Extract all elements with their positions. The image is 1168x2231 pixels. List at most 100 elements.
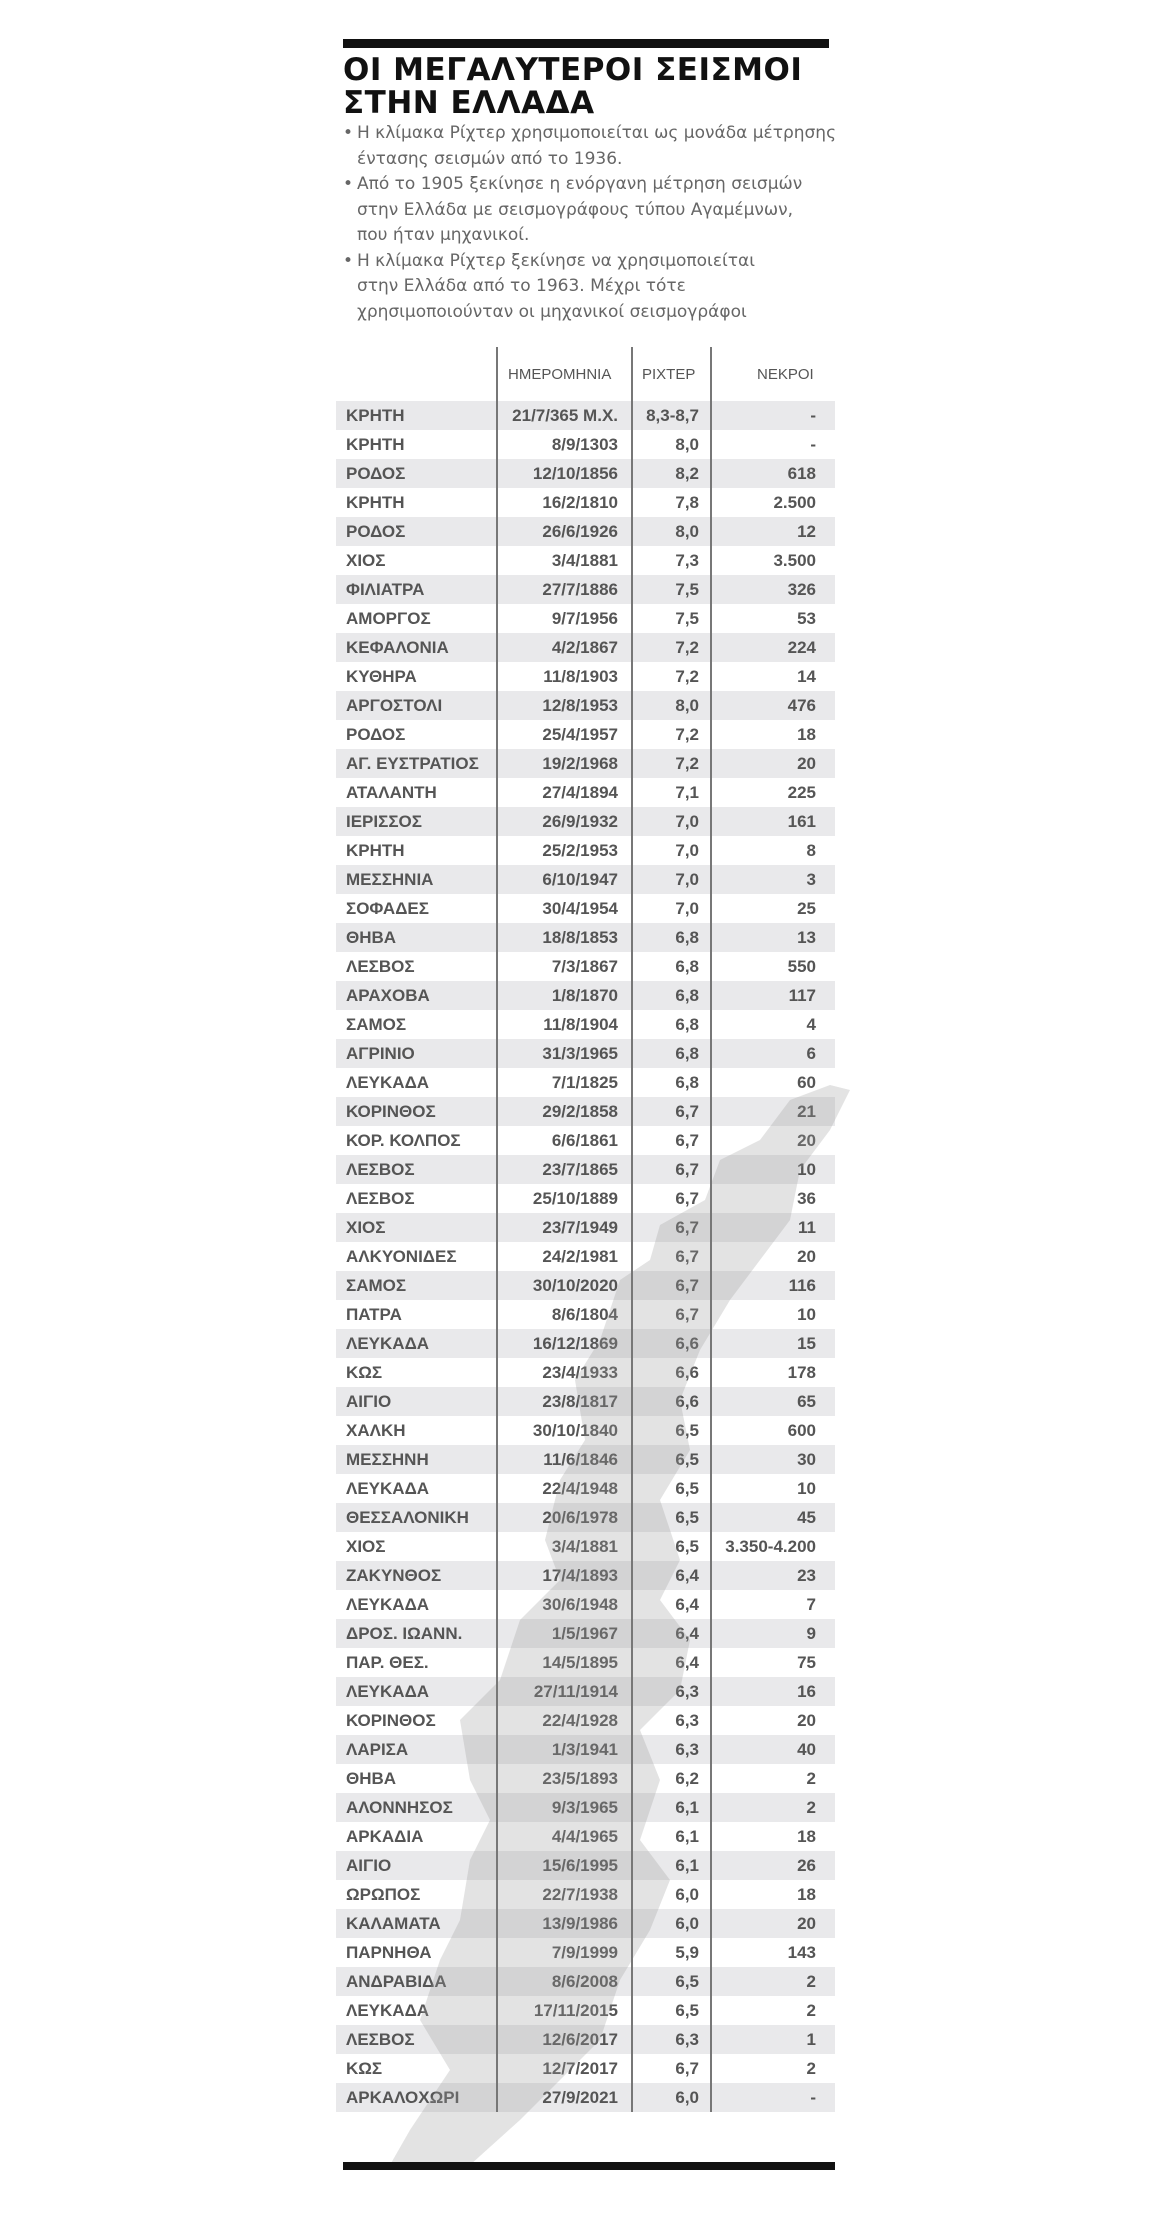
cell-date: 22/4/1948	[542, 1479, 618, 1498]
cell-deaths: 178	[787, 1363, 816, 1382]
table-row: ΚΡΗΤΗ 25/2/1953 7,0 8	[336, 836, 835, 865]
page-title: ΟΙ ΜΕΓΑΛΥΤΕΡΟΙ ΣΕΙΣΜΟΙ ΣΤΗΝ ΕΛΛΑΔΑ	[343, 52, 803, 121]
cell-location: ΚΕΦΑΛΟΝΙΑ	[346, 638, 449, 657]
cell-richter: 6,1	[675, 1798, 699, 1817]
cell-location: ΖΑΚΥΝΘΟΣ	[346, 1566, 442, 1585]
cell-deaths: 65	[797, 1392, 816, 1411]
table-row: ΛΕΣΒΟΣ 12/6/2017 6,3 1	[336, 2025, 835, 2054]
cell-deaths: 143	[787, 1943, 816, 1962]
cell-location: ΑΡΚΑΛΟΧΩΡΙ	[346, 2088, 460, 2107]
cell-date: 11/8/1904	[543, 1015, 618, 1034]
cell-richter: 7,0	[675, 870, 699, 889]
cell-deaths: 20	[797, 1247, 816, 1266]
cell-date: 29/2/1858	[542, 1102, 618, 1121]
cell-location: ΑΡΚΑΔΙΑ	[346, 1827, 424, 1846]
cell-deaths: 6	[806, 1044, 816, 1063]
cell-deaths: 10	[797, 1305, 816, 1324]
cell-richter: 8,2	[675, 464, 699, 483]
cell-deaths: 75	[797, 1653, 816, 1672]
cell-date: 27/9/2021	[542, 2088, 618, 2107]
cell-deaths: 2	[806, 2059, 816, 2078]
cell-date: 26/9/1932	[542, 812, 618, 831]
table-row: ΚΟΡ. ΚΟΛΠΟΣ 6/6/1861 6,7 20	[336, 1126, 835, 1155]
table-row: ΛΕΥΚΑΔΑ 16/12/1869 6,6 15	[336, 1329, 835, 1358]
table-row: ΛΕΣΒΟΣ 23/7/1865 6,7 10	[336, 1155, 835, 1184]
note-item: Η κλίμακα Ρίχτερ ξεκίνησε να χρησιμοποιε…	[343, 249, 843, 326]
cell-location: ΑΜΟΡΓΟΣ	[346, 609, 431, 628]
cell-location: ΚΩΣ	[346, 2059, 383, 2078]
cell-location: ΡΟΔΟΣ	[346, 464, 406, 483]
table-row: ΛΕΥΚΑΔΑ 7/1/1825 6,8 60	[336, 1068, 835, 1097]
cell-richter: 6,0	[675, 1885, 699, 1904]
cell-location: ΑΡΓΟΣΤΟΛΙ	[346, 696, 443, 715]
cell-location: ΛΕΥΚΑΔΑ	[346, 1334, 430, 1353]
cell-richter: 7,0	[675, 841, 699, 860]
cell-deaths: 224	[787, 638, 816, 657]
table-row: ΚΡΗΤΗ 16/2/1810 7,8 2.500	[336, 488, 835, 517]
cell-location: ΘΕΣΣΑΛΟΝΙΚΗ	[346, 1508, 469, 1527]
cell-location: ΚΡΗΤΗ	[346, 841, 405, 860]
table-row: ΧΙΟΣ 3/4/1881 7,3 3.500	[336, 546, 835, 575]
table-row: ΣΑΜΟΣ 30/10/2020 6,7 116	[336, 1271, 835, 1300]
cell-location: ΡΟΔΟΣ	[346, 522, 406, 541]
cell-richter: 7,5	[675, 580, 699, 599]
cell-deaths: 3	[806, 870, 816, 889]
cell-deaths: 10	[797, 1479, 816, 1498]
cell-date: 30/6/1948	[542, 1595, 618, 1614]
table-row: ΑΙΓΙΟ 15/6/1995 6,1 26	[336, 1851, 835, 1880]
cell-date: 15/6/1995	[542, 1856, 618, 1875]
cell-richter: 6,7	[675, 1247, 699, 1266]
cell-location: ΑΝΔΡΑΒΙΔΑ	[346, 1972, 447, 1991]
cell-deaths: 26	[797, 1856, 816, 1875]
cell-location: ΣΑΜΟΣ	[346, 1276, 407, 1295]
cell-date: 4/4/1965	[551, 1827, 618, 1846]
cell-richter: 6,4	[675, 1595, 699, 1614]
table-row: ΠΑΡΝΗΘΑ 7/9/1999 5,9 143	[336, 1938, 835, 1967]
table-row: ΑΡΚΑΔΙΑ 4/4/1965 6,1 18	[336, 1822, 835, 1851]
cell-location: ΛΕΣΒΟΣ	[346, 1189, 415, 1208]
column-divider	[710, 347, 712, 2112]
cell-deaths: 18	[797, 725, 816, 744]
table-row: ΡΟΔΟΣ 26/6/1926 8,0 12	[336, 517, 835, 546]
cell-location: ΧΑΛΚΗ	[346, 1421, 406, 1440]
table-row: ΡΟΔΟΣ 25/4/1957 7,2 18	[336, 720, 835, 749]
table-row: ΑΛΟΝΝΗΣΟΣ 9/3/1965 6,1 2	[336, 1793, 835, 1822]
cell-date: 17/4/1893	[542, 1566, 618, 1585]
cell-location: ΛΕΥΚΑΔΑ	[346, 1682, 430, 1701]
cell-deaths: 53	[797, 609, 816, 628]
cell-deaths: 116	[788, 1276, 816, 1295]
cell-date: 12/6/2017	[542, 2030, 618, 2049]
cell-date: 25/4/1957	[542, 725, 618, 744]
cell-richter: 6,3	[675, 1740, 699, 1759]
cell-date: 16/12/1869	[532, 1334, 618, 1353]
cell-date: 8/9/1303	[551, 435, 618, 454]
cell-deaths: 3.500	[773, 551, 816, 570]
cell-date: 23/7/1949	[542, 1218, 618, 1237]
cell-deaths: 4	[806, 1015, 816, 1034]
cell-date: 20/6/1978	[542, 1508, 618, 1527]
cell-deaths: 45	[797, 1508, 816, 1527]
table-row: ΚΟΡΙΝΘΟΣ 29/2/1858 6,7 21	[336, 1097, 835, 1126]
note-item: Από το 1905 ξεκίνησε η ενόργανη μέτρηση …	[343, 172, 843, 249]
cell-deaths: 2	[806, 1769, 816, 1788]
cell-richter: 6,7	[675, 1189, 699, 1208]
cell-deaths: 60	[797, 1073, 816, 1092]
cell-deaths: 3.350-4.200	[725, 1537, 816, 1556]
cell-date: 7/3/1867	[551, 957, 618, 976]
table-row: ΣΟΦΑΔΕΣ 30/4/1954 7,0 25	[336, 894, 835, 923]
cell-richter: 7,2	[675, 667, 699, 686]
cell-richter: 7,8	[675, 493, 699, 512]
column-divider	[631, 347, 633, 2112]
table-row: ΛΕΥΚΑΔΑ 27/11/1914 6,3 16	[336, 1677, 835, 1706]
cell-richter: 7,3	[675, 551, 699, 570]
cell-date: 6/6/1861	[551, 1131, 618, 1150]
cell-richter: 6,5	[675, 1508, 699, 1527]
cell-location: ΑΓ. ΕΥΣΤΡΑΤΙΟΣ	[346, 754, 479, 773]
table-row: ΔΡΟΣ. ΙΩΑΝΝ. 1/5/1967 6,4 9	[336, 1619, 835, 1648]
cell-location: ΑΤΑΛΑΝΤΗ	[346, 783, 437, 802]
table-row: ΖΑΚΥΝΘΟΣ 17/4/1893 6,4 23	[336, 1561, 835, 1590]
earthquake-table: ΚΡΗΤΗ 21/7/365 Μ.Χ. 8,3-8,7 - ΚΡΗΤΗ 8/9/1303 8…	[336, 401, 835, 2112]
cell-date: 19/2/1968	[542, 754, 618, 773]
column-divider	[496, 347, 498, 2112]
cell-date: 4/2/1867	[551, 638, 618, 657]
